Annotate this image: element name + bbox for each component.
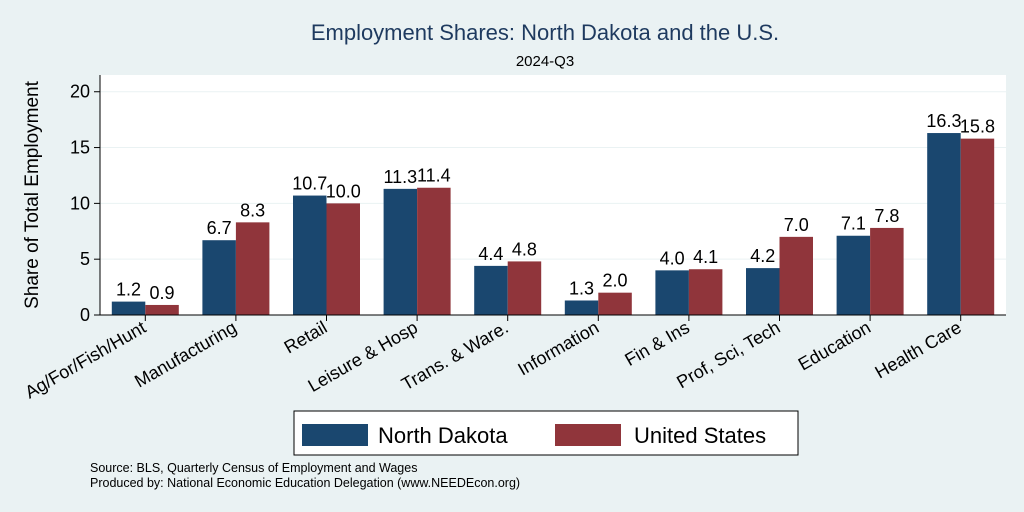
data-label-united-states-7: 7.0 bbox=[784, 215, 809, 235]
data-label-north-dakota-0: 1.2 bbox=[116, 280, 141, 300]
bar-north-dakota-7 bbox=[746, 268, 780, 315]
data-label-united-states-2: 10.0 bbox=[326, 181, 361, 201]
bar-united-states-4 bbox=[507, 261, 542, 315]
category-label-8: Education bbox=[795, 317, 874, 374]
bar-north-dakota-8 bbox=[836, 235, 871, 315]
category-label-5: Information bbox=[514, 317, 602, 379]
bars bbox=[111, 133, 995, 315]
legend: North Dakota United States bbox=[293, 410, 799, 456]
y-tick-label-10: 10 bbox=[70, 193, 90, 213]
bar-north-dakota-1 bbox=[202, 240, 236, 315]
bar-united-states-2 bbox=[326, 203, 360, 315]
data-label-united-states-3: 11.4 bbox=[417, 166, 451, 186]
bar-north-dakota-9 bbox=[927, 133, 961, 315]
data-label-north-dakota-8: 7.1 bbox=[841, 214, 866, 234]
y-tick-label-15: 15 bbox=[70, 138, 90, 158]
bar-united-states-5 bbox=[598, 292, 632, 315]
category-label-0: Ag/For/Fish/Hunt bbox=[21, 317, 149, 402]
data-label-united-states-1: 8.3 bbox=[240, 200, 265, 220]
bar-united-states-8 bbox=[870, 227, 904, 315]
y-tick-label-0: 0 bbox=[80, 305, 90, 325]
chart-title: Employment Shares: North Dakota and the … bbox=[311, 20, 779, 45]
category-label-7: Prof, Sci, Tech bbox=[673, 317, 783, 392]
data-label-north-dakota-4: 4.4 bbox=[478, 244, 503, 264]
bar-north-dakota-5 bbox=[564, 300, 599, 315]
data-label-north-dakota-9: 16.3 bbox=[926, 111, 961, 131]
category-label-1: Manufacturing bbox=[131, 317, 240, 391]
category-label-2: Retail bbox=[281, 317, 331, 357]
legend-swatch-north-dakota bbox=[302, 424, 368, 446]
bar-north-dakota-6 bbox=[655, 270, 689, 315]
data-label-united-states-8: 7.8 bbox=[874, 206, 899, 226]
source-note: Source: BLS, Quarterly Census of Employm… bbox=[90, 461, 417, 475]
data-label-united-states-5: 2.0 bbox=[603, 271, 628, 291]
bar-north-dakota-4 bbox=[474, 265, 508, 315]
data-label-north-dakota-1: 6.7 bbox=[207, 218, 232, 238]
y-tick-label-20: 20 bbox=[70, 82, 90, 102]
data-label-north-dakota-3: 11.3 bbox=[383, 167, 417, 187]
bar-united-states-1 bbox=[235, 222, 270, 315]
produced-by-note: Produced by: National Economic Education… bbox=[90, 476, 520, 490]
y-tick-label-5: 5 bbox=[80, 249, 90, 269]
legend-box bbox=[293, 410, 799, 456]
bar-united-states-9 bbox=[960, 138, 995, 315]
bar-united-states-0 bbox=[145, 304, 179, 315]
data-label-united-states-0: 0.9 bbox=[150, 283, 175, 303]
data-label-united-states-9: 15.8 bbox=[960, 117, 995, 137]
category-label-9: Health Care bbox=[872, 317, 965, 382]
y-axis-title: Share of Total Employment bbox=[22, 80, 43, 308]
bar-north-dakota-2 bbox=[293, 195, 327, 315]
data-label-north-dakota-2: 10.7 bbox=[292, 174, 327, 194]
legend-label-north-dakota: North Dakota bbox=[378, 423, 508, 448]
bar-united-states-6 bbox=[688, 269, 723, 315]
legend-label-united-states: United States bbox=[634, 423, 766, 448]
bar-north-dakota-3 bbox=[383, 188, 418, 315]
bar-united-states-3 bbox=[417, 187, 451, 315]
bar-north-dakota-0 bbox=[111, 301, 146, 315]
data-labels: 1.2 0.9 6.7 8.3 10.710.0 11.3 11.4 4.4 4.8 1.3 2.0… bbox=[116, 111, 995, 303]
chart-subtitle: 2024-Q3 bbox=[516, 53, 574, 70]
data-label-north-dakota-6: 4.0 bbox=[660, 248, 685, 268]
data-label-north-dakota-5: 1.3 bbox=[569, 278, 594, 298]
data-label-united-states-6: 4.1 bbox=[693, 247, 718, 267]
category-label-6: Fin & Ins bbox=[621, 317, 693, 370]
data-label-north-dakota-7: 4.2 bbox=[750, 246, 775, 266]
data-label-united-states-4: 4.8 bbox=[512, 239, 537, 259]
y-ticks: 0 5 10 15 20 bbox=[70, 82, 100, 325]
bar-united-states-7 bbox=[779, 236, 813, 315]
legend-swatch-united-states bbox=[555, 424, 621, 446]
